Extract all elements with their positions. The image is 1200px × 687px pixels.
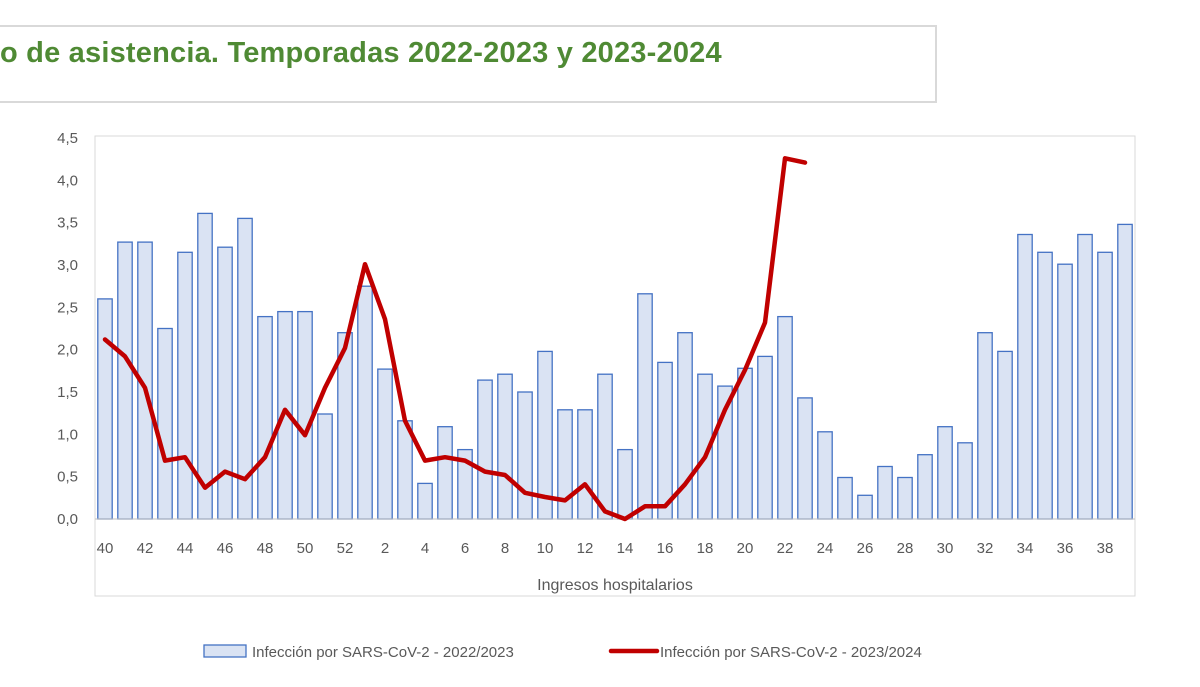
- bar-2022-2023: [497, 373, 513, 520]
- bar-2022-2023: [1097, 251, 1113, 520]
- x-tick-label: 8: [501, 540, 509, 557]
- bar-2022-2023: [797, 397, 813, 520]
- bar-2022-2023: [257, 315, 273, 520]
- x-tick-label: 4: [421, 540, 429, 557]
- bar-2022-2023: [917, 454, 933, 520]
- bar-2022-2023: [757, 355, 773, 520]
- bar-2022-2023: [477, 379, 493, 520]
- x-tick-label: 12: [577, 540, 594, 557]
- y-tick-label: 1,0: [57, 426, 78, 443]
- x-tick-label: 28: [897, 540, 914, 557]
- x-tick-label: 14: [617, 540, 634, 557]
- bar-2022-2023: [977, 332, 993, 520]
- y-tick-label: 0,0: [57, 511, 78, 528]
- bar-2022-2023: [437, 426, 453, 520]
- x-axis-label: Ingresos hospitalarios: [537, 577, 693, 594]
- bar-2022-2023: [857, 494, 873, 520]
- line-series: [102, 156, 808, 522]
- y-tick-label: 3,0: [57, 257, 78, 274]
- x-tick-label: 20: [737, 540, 754, 557]
- bar-2022-2023: [317, 413, 333, 520]
- y-tick-label: 2,0: [57, 342, 78, 359]
- x-tick-label: 32: [977, 540, 994, 557]
- x-tick-label: 44: [177, 540, 194, 557]
- bar-2022-2023: [957, 442, 973, 520]
- x-tick-label: 6: [461, 540, 469, 557]
- bar-series: [97, 212, 1133, 520]
- chart-title-box: [0, 25, 937, 103]
- bar-2022-2023: [777, 315, 793, 520]
- x-tick-label: 18: [697, 540, 714, 557]
- bar-2022-2023: [1017, 233, 1033, 520]
- chart-title: o de asistencia. Temporadas 2022-2023 y …: [0, 37, 722, 69]
- bar-2022-2023: [197, 212, 213, 520]
- x-tick-label: 16: [657, 540, 674, 557]
- x-tick-label: 2: [381, 540, 389, 557]
- bar-2022-2023: [1077, 233, 1093, 520]
- y-tick-label: 4,5: [57, 130, 78, 147]
- x-tick-label: 26: [857, 540, 874, 557]
- legend-swatch-bar: [203, 644, 247, 658]
- bar-2022-2023: [657, 361, 673, 520]
- x-tick-label: 50: [297, 540, 314, 557]
- x-tick-label: 46: [217, 540, 234, 557]
- bar-2022-2023: [997, 350, 1013, 520]
- bar-2022-2023: [877, 465, 893, 520]
- bar-2022-2023: [177, 251, 193, 520]
- y-tick-label: 4,0: [57, 172, 78, 189]
- x-tick-label: 30: [937, 540, 954, 557]
- bar-2022-2023: [837, 476, 853, 520]
- x-tick-label: 40: [97, 540, 114, 557]
- x-tick-label: 10: [537, 540, 554, 557]
- legend-label-2022-2023: Infección por SARS-CoV-2 - 2022/2023: [252, 644, 514, 661]
- bar-2022-2023: [1117, 223, 1133, 520]
- legend: Infección por SARS-CoV-2 - 2022/2023 Infe…: [203, 644, 922, 661]
- line-2023-2024: [102, 156, 808, 522]
- bar-2022-2023: [577, 409, 593, 520]
- bar-2022-2023: [597, 373, 613, 520]
- y-axis: 0,0 0,5 1,0 1,5 2,0 2,5 3,0 3,5 4,0 4,5: [57, 130, 78, 528]
- bar-2022-2023: [1057, 263, 1073, 520]
- bar-2022-2023: [937, 426, 953, 520]
- y-tick-label: 0,5: [57, 469, 78, 486]
- bar-2022-2023: [897, 476, 913, 520]
- x-tick-label: 42: [137, 540, 154, 557]
- y-tick-label: 1,5: [57, 384, 78, 401]
- x-tick-label: 24: [817, 540, 834, 557]
- bar-2022-2023: [637, 293, 653, 520]
- legend-label-2023-2024: Infección por SARS-CoV-2 - 2023/2024: [660, 644, 922, 661]
- bar-2022-2023: [297, 310, 313, 520]
- bar-2022-2023: [97, 298, 113, 520]
- x-axis: 40 42 44 46 48 50 52 2 4 6 8 10 12 14 16 18 20 22 24 26 28 30…: [97, 540, 1114, 557]
- bar-2022-2023: [117, 241, 133, 520]
- bar-2022-2023: [737, 367, 753, 520]
- bar-2022-2023: [817, 431, 833, 520]
- bar-2022-2023: [377, 368, 393, 520]
- bar-2022-2023: [157, 327, 173, 520]
- bar-2022-2023: [357, 285, 373, 520]
- x-tick-label: 22: [777, 540, 794, 557]
- y-tick-label: 2,5: [57, 299, 78, 316]
- plot-frame: [94, 135, 1136, 597]
- bar-2022-2023: [1037, 251, 1053, 520]
- x-tick-label: 48: [257, 540, 274, 557]
- x-tick-label: 38: [1097, 540, 1114, 557]
- x-tick-label: 34: [1017, 540, 1034, 557]
- x-tick-label: 36: [1057, 540, 1074, 557]
- bar-2022-2023: [617, 448, 633, 520]
- y-tick-label: 3,5: [57, 215, 78, 232]
- bar-2022-2023: [517, 391, 533, 520]
- bar-2022-2023: [417, 482, 433, 520]
- x-tick-label: 52: [337, 540, 354, 557]
